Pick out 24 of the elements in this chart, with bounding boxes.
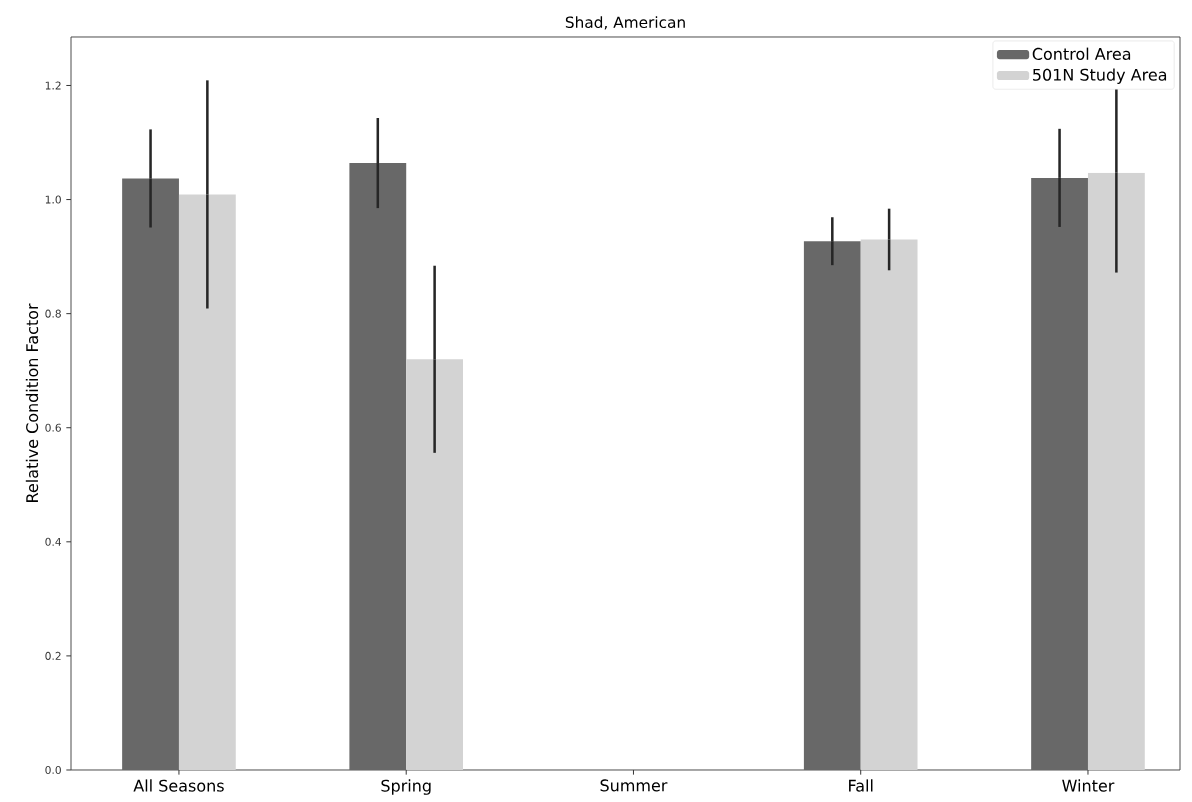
y-tick-label: 0.0 <box>45 765 61 775</box>
y-tick-label: 0.2 <box>45 651 61 660</box>
y-tick-label: 0.6 <box>45 423 61 432</box>
bar <box>178 194 236 770</box>
chart-title: Shad, American <box>565 16 685 30</box>
x-tick-label: All Seasons <box>133 779 224 792</box>
x-tick-label: Fall <box>849 779 873 792</box>
bar <box>349 163 407 770</box>
y-tick-label: 1.2 <box>45 81 61 90</box>
y-tick-label: 0.8 <box>45 309 61 318</box>
x-tick-label: Spring <box>381 779 431 795</box>
legend-label: Control Area <box>1032 47 1131 60</box>
x-tick-label: Summer <box>600 779 668 792</box>
legend-label: 501N Study Area <box>1033 68 1167 84</box>
bar <box>122 178 179 770</box>
x-tick-label: Winter <box>1062 779 1115 792</box>
bar <box>1087 172 1145 770</box>
y-axis-title: Relative Condition Factor <box>25 303 39 502</box>
y-tick-label: 0.4 <box>45 537 62 546</box>
bar <box>1031 177 1088 770</box>
bar <box>803 241 861 770</box>
bar <box>406 359 464 770</box>
y-tick-label: 1.0 <box>45 195 61 204</box>
bar <box>860 239 918 770</box>
